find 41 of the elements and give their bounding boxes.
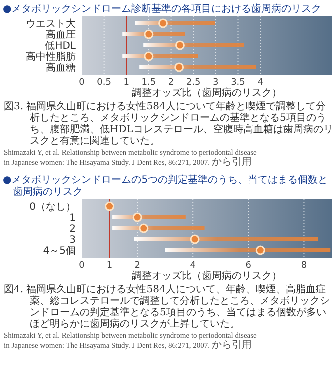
y-tick-label: 高中性脂肪 [26,51,76,63]
x-tick-label: 8 [301,261,308,271]
x-axis-title: 調整オッズ比（歯周病のリスク） [132,87,282,99]
x-tick-label: 1.5 [142,78,156,88]
y-tick-label: 1 [70,213,76,224]
point [132,212,142,222]
x-tick-label: 4 [258,78,264,88]
x-tick-label: 1 [124,78,130,88]
x-tick-label: 3.5 [231,78,246,88]
y-tick-label: 4～5個 [43,246,76,257]
point [105,202,115,212]
point [174,62,184,72]
point [158,18,168,28]
y-tick-label: 2 [70,224,76,235]
y-tick-label: 高血圧 [46,29,76,41]
caption: 図3. 福岡県久山町における女性584人について年齢と喫煙で調整して分析したところ、メタボリックシンドロームの基準となる5項目のうち、腹部肥満、低HDLコレステロール、空腹時高血糖は歯周病のリスクと有意に関連していた。 [4,100,334,147]
x-tick-label: 2 [134,261,140,271]
x-tick-label: 0 [79,78,86,88]
x-tick-label: 2 [168,78,174,88]
x-axis-title: 調整オッズ比（歯周病のリスク） [132,270,282,282]
x-tick-label: 0 [79,261,86,271]
point [144,52,154,62]
x-tick-label: 1 [106,261,113,271]
x-tick-label: 0.5 [97,78,112,88]
y-tick-label: 3 [70,235,76,246]
point [139,224,149,234]
x-tick-label: 6 [246,261,252,271]
y-tick-label: 高血糖 [46,62,76,74]
y-tick-label: 低HDL [45,41,76,52]
point [144,30,154,40]
chart-title: ●メタボリックシンドロームの5つの判定基準のうち、当てはまる個数と歯周病のリスク [3,174,328,198]
point [190,234,200,244]
x-tick-label: 2.5 [186,78,201,88]
point [256,246,266,256]
y-tick-label: 0（なし） [30,202,76,213]
x-tick-label: 4 [190,261,196,271]
x-tick-label: 3 [213,78,219,88]
caption: 図4. 福岡県久山町における女性584人について、年齢、喫煙、高脂血症薬、総コレステロールで調整して分析したところ、メタボリックシンドロームの判定基準となる5項目のうち、当てはまる個数が多いほど明らかに歯周病のリスクが上昇していた。 [4,284,330,330]
point [175,40,185,50]
chart-title: ●メタボリックシンドローム診断基準の各項目における歯周病のリスク [3,3,322,15]
y-tick-label: ウエスト大 [26,18,76,30]
